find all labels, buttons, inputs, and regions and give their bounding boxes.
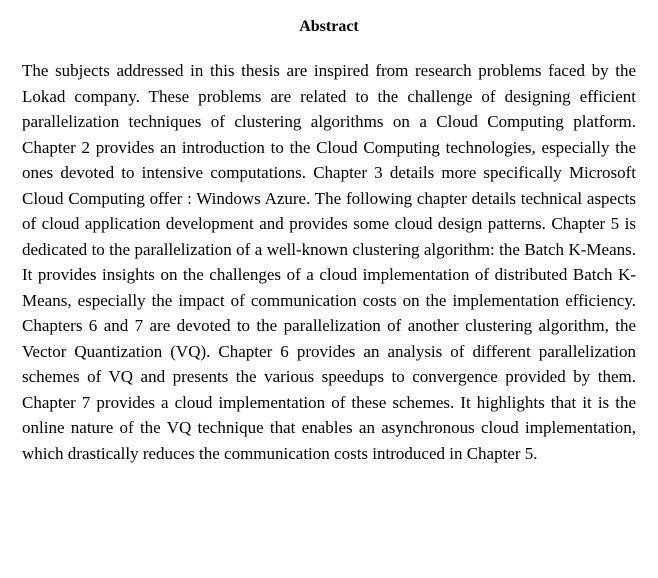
abstract-title: Abstract <box>22 18 636 36</box>
abstract-page: Abstract The subjects addressed in this … <box>0 0 658 486</box>
abstract-body: The subjects addressed in this thesis ar… <box>22 58 636 466</box>
